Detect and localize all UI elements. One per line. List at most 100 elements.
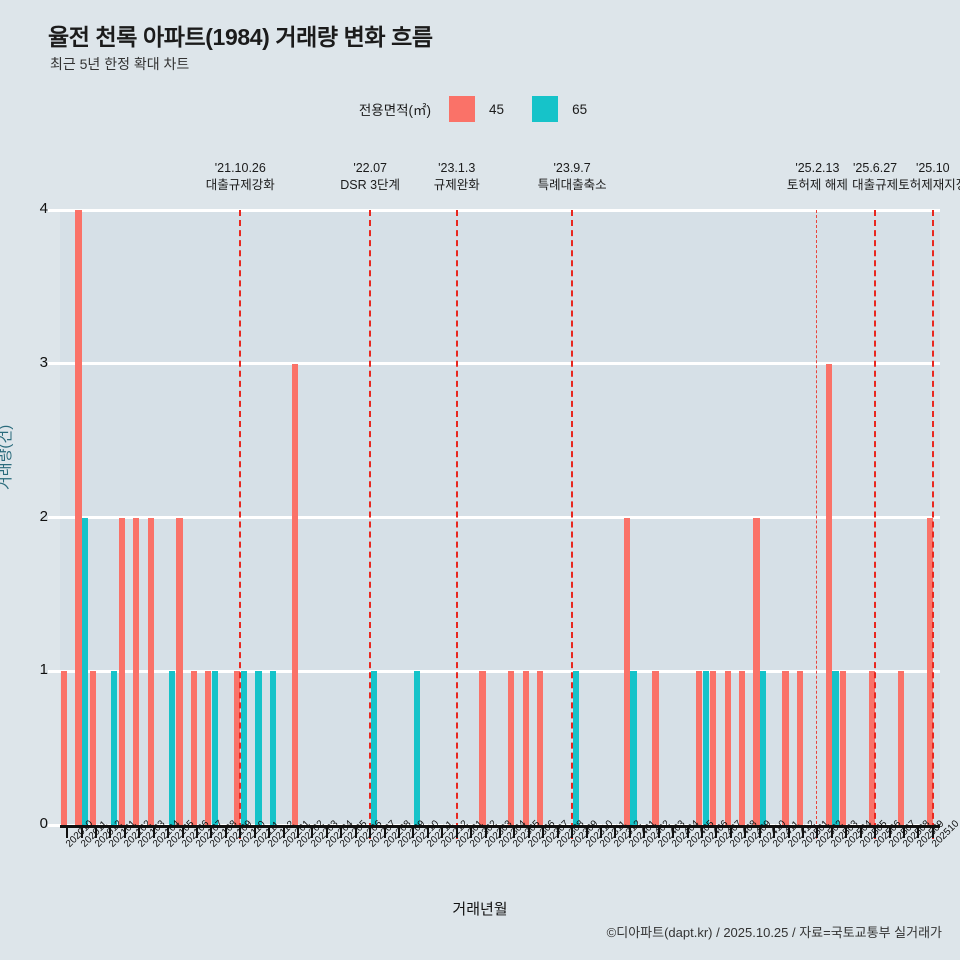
bar (240, 671, 248, 825)
x-tick-mark (542, 827, 545, 838)
x-tick-mark (643, 827, 646, 838)
annotation-label: '25.6.27 대출규제 (815, 160, 935, 194)
x-tick-mark (138, 827, 141, 838)
bar (291, 363, 299, 825)
annotation-date: '25.2.13 (795, 161, 840, 175)
x-tick-mark (224, 827, 227, 838)
x-tick-mark (66, 827, 69, 838)
x-tick-mark (470, 827, 473, 838)
x-tick-mark (556, 827, 559, 838)
legend-swatch-45 (449, 96, 476, 122)
bar (702, 671, 709, 825)
page-title: 율전 천록 아파트(1984) 거래량 변화 흐름 (48, 24, 433, 50)
annotation-text: 대출규제강화 (205, 178, 275, 192)
x-tick-mark (513, 827, 516, 838)
x-tick-mark (874, 827, 877, 838)
x-tick-mark (917, 827, 920, 838)
x-tick-mark (845, 827, 848, 838)
x-tick-mark (614, 827, 617, 838)
x-tick-mark (253, 827, 256, 838)
bar (370, 671, 377, 825)
x-tick-mark (297, 827, 300, 838)
annotation-date: '21.10.26 (214, 161, 266, 175)
bar (205, 671, 212, 825)
x-tick-mark (700, 827, 703, 838)
x-tick-mark (902, 827, 905, 838)
y-tick-mark (48, 823, 60, 827)
x-tick-mark (383, 827, 386, 838)
x-tick-mark (210, 827, 213, 838)
annotation-line (239, 210, 242, 839)
annotation-label: '23.9.7 특례대출축소 (512, 160, 632, 194)
bar (522, 671, 529, 825)
annotation-date: '25.10 (915, 161, 950, 175)
bar (537, 671, 544, 825)
x-tick-mark (167, 827, 170, 838)
x-tick-mark (686, 827, 689, 838)
annotation-text: 규제완화 (433, 178, 480, 192)
x-axis-title: 거래년월 (452, 901, 508, 918)
x-tick-mark (657, 827, 660, 838)
annotation-line (816, 210, 818, 839)
x-tick-mark (715, 827, 718, 838)
bar (630, 671, 637, 825)
bar (782, 671, 789, 825)
bar (753, 517, 760, 825)
annotation-line (571, 210, 574, 839)
x-tick-mark (311, 827, 314, 838)
x-tick-mark (95, 827, 98, 838)
y-tick-mark (48, 669, 60, 673)
bar (82, 517, 89, 825)
gridline (60, 208, 940, 212)
x-tick-mark (816, 827, 819, 838)
x-tick-mark (888, 827, 891, 838)
x-tick-mark (787, 827, 790, 838)
x-tick-mark (830, 827, 833, 838)
bar (89, 671, 97, 825)
bar (926, 517, 933, 825)
bar (897, 671, 904, 825)
annotation-date: '23.9.7 (553, 161, 591, 175)
annotation-line (874, 210, 877, 839)
bar (508, 671, 515, 825)
x-tick-mark (152, 827, 155, 838)
bar (234, 671, 241, 825)
y-tick-label: 1 (39, 661, 48, 679)
x-tick-mark (484, 827, 487, 838)
gridline (60, 669, 940, 673)
legend-label-45: 45 (489, 101, 505, 117)
x-tick-mark (773, 827, 776, 838)
annotation-date: '23.1.3 (438, 161, 476, 175)
bar (414, 671, 421, 825)
x-tick-mark (340, 827, 343, 838)
bar (176, 517, 183, 825)
x-tick-mark (426, 827, 429, 838)
x-tick-mark (571, 827, 574, 838)
annotation-date: '22.07 (353, 161, 387, 175)
x-tick-mark (412, 827, 415, 838)
bar (75, 210, 82, 825)
bar (796, 671, 803, 825)
x-tick-mark (181, 827, 184, 838)
x-tick-mark (628, 827, 631, 838)
y-axis-title: 거래량(건) (0, 424, 14, 490)
bar (168, 671, 175, 825)
bar (825, 363, 832, 825)
annotation-text: 토허제 해제 (786, 178, 848, 192)
x-tick-mark (729, 827, 732, 838)
bar (840, 671, 847, 825)
x-tick-mark (758, 827, 761, 838)
bar (269, 671, 276, 825)
x-tick-mark (123, 827, 126, 838)
x-axis-line (60, 825, 940, 828)
bar (212, 671, 219, 825)
x-tick-mark (268, 827, 271, 838)
bar (572, 671, 579, 825)
x-tick-mark (744, 827, 747, 838)
bar (190, 671, 198, 825)
x-tick-mark (441, 827, 444, 838)
x-tick-mark (455, 827, 458, 838)
chart-footer: ©디아파트(dapt.kr) / 2025.10.25 / 자료=국토교통부 실… (606, 925, 942, 940)
x-tick-mark (354, 827, 357, 838)
